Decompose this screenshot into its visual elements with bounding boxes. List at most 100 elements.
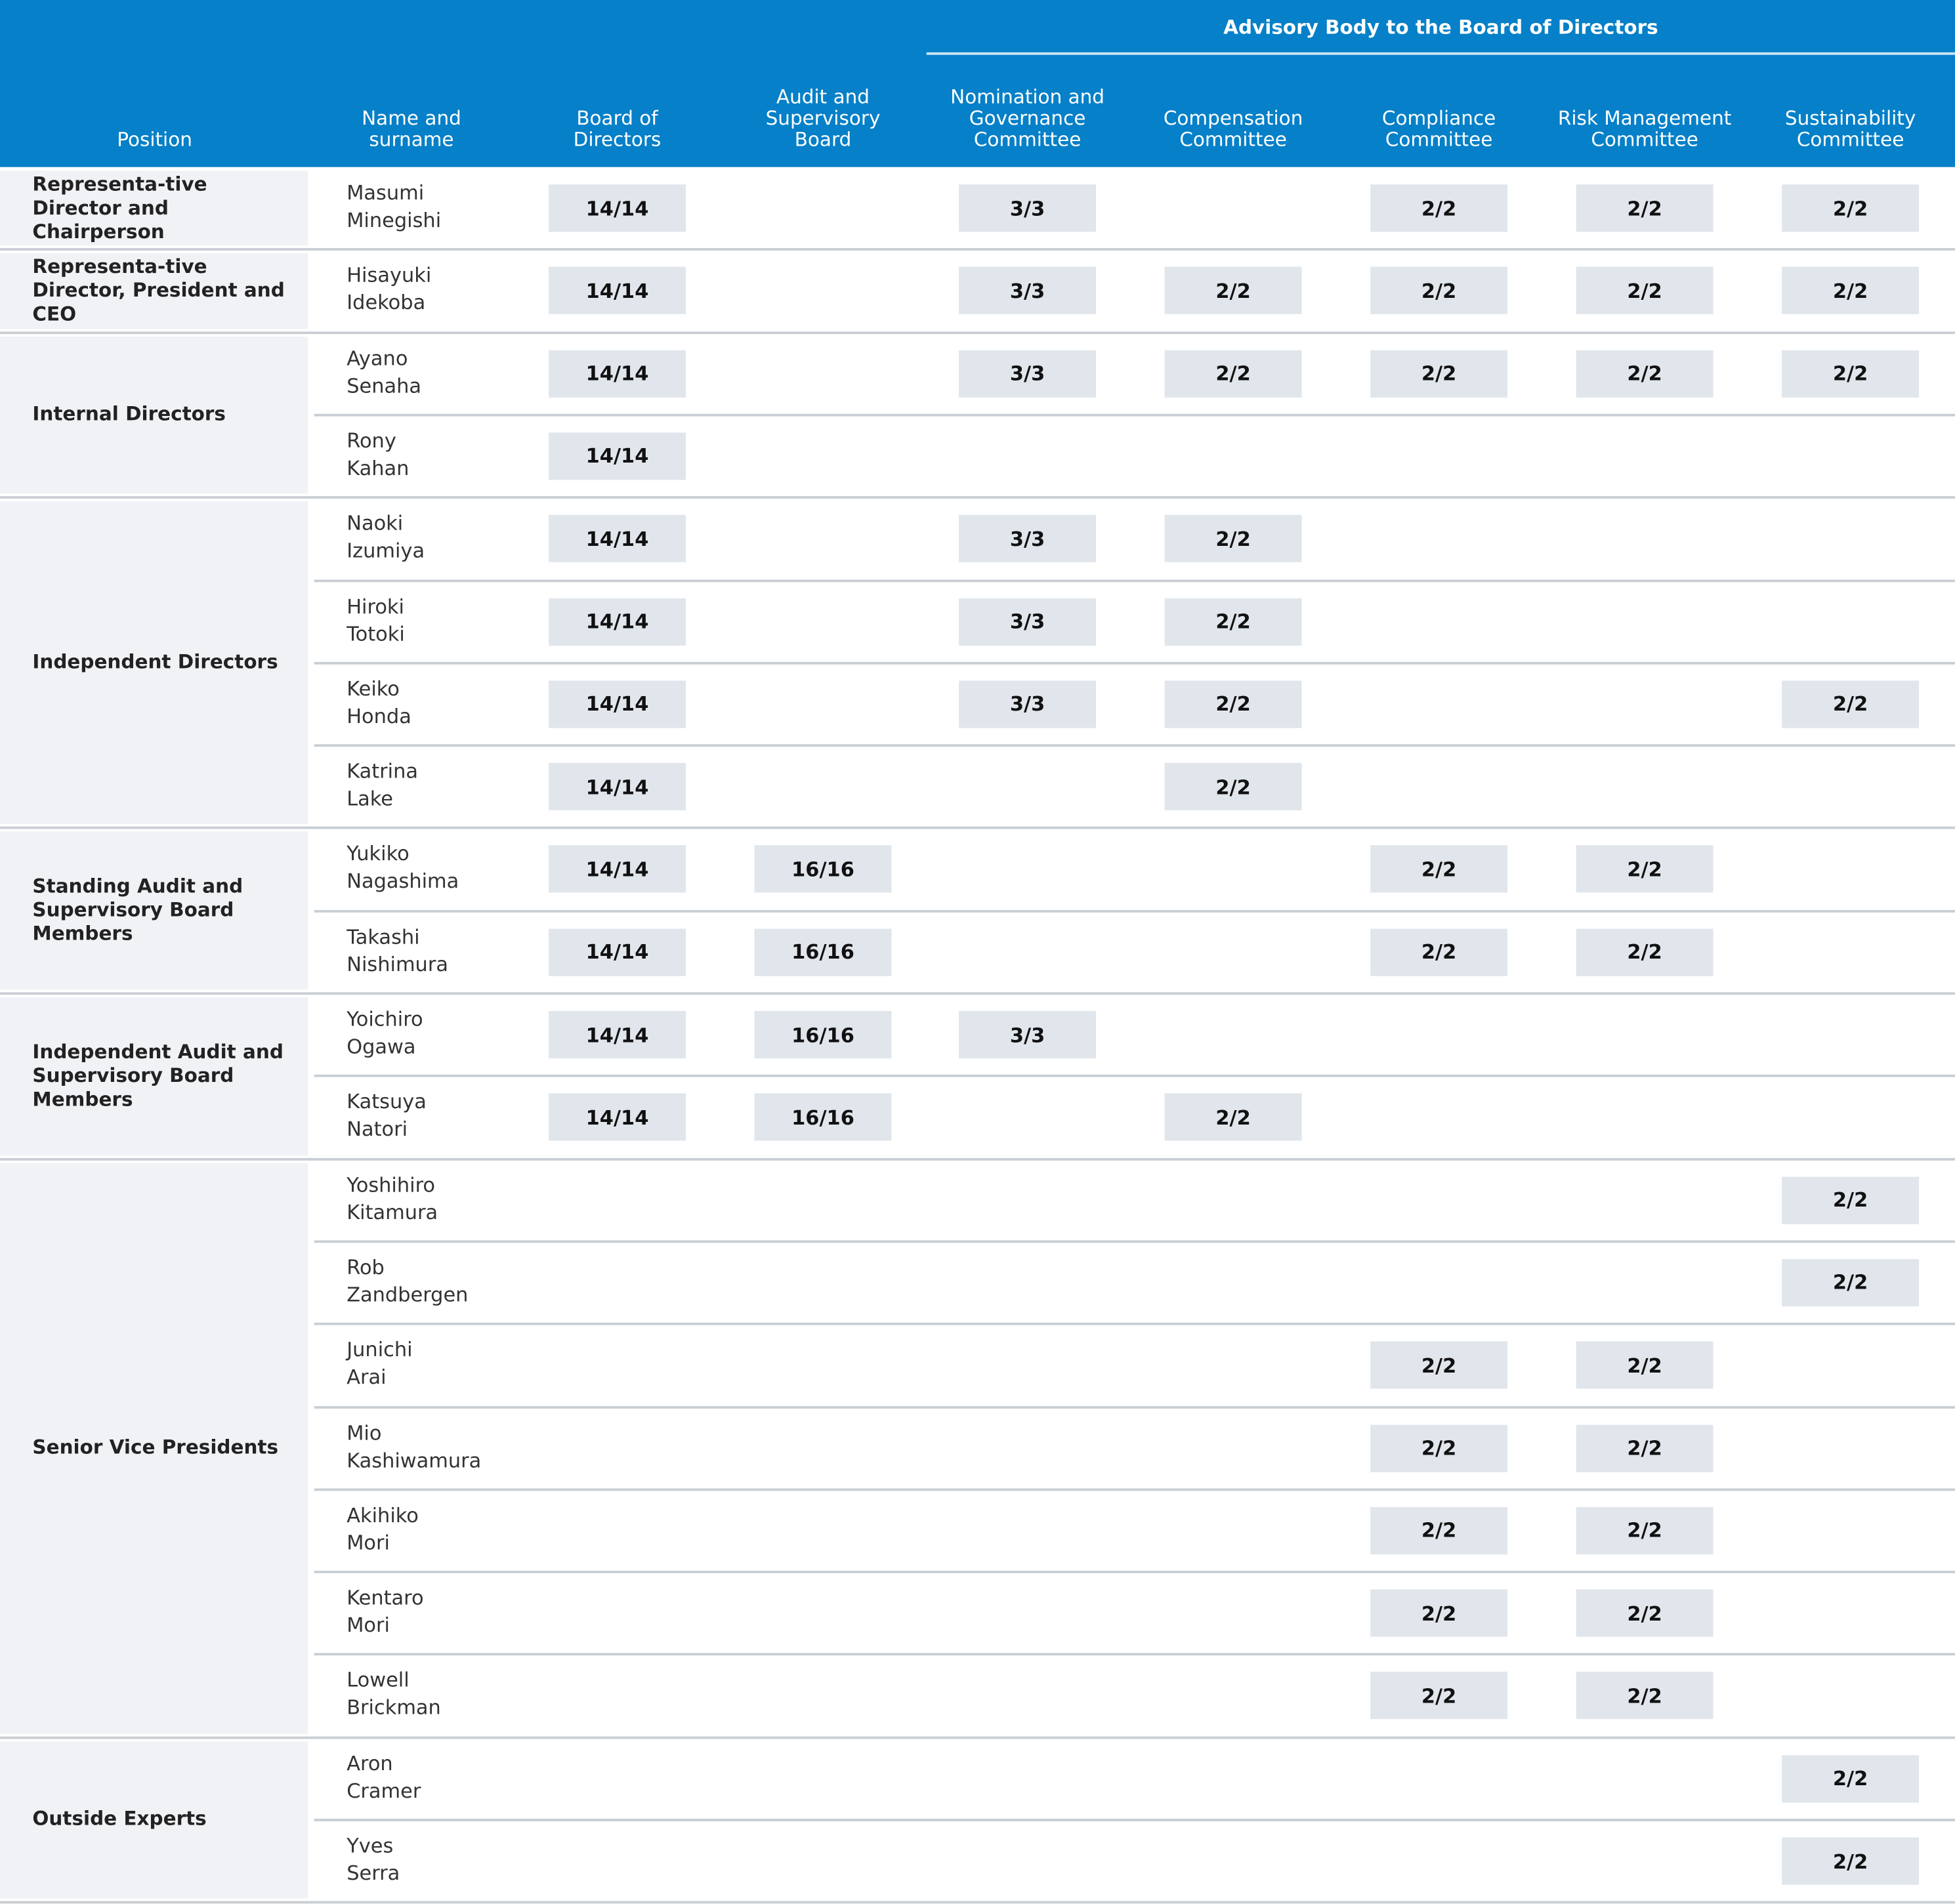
row-separator [314, 1488, 1955, 1491]
column-header: Compliance Committee [1381, 107, 1496, 151]
attendance-cell: 2/2 [1164, 1093, 1302, 1142]
column-header: Audit and Supervisory Board [765, 86, 881, 151]
attendance-cell: 2/2 [1370, 1672, 1508, 1720]
attendance-cell: 3/3 [959, 184, 1097, 232]
attendance-cell: 14/14 [549, 432, 686, 480]
row-separator [314, 1819, 1955, 1821]
attendance-cell: 2/2 [1164, 515, 1302, 563]
row-separator [314, 1405, 1955, 1409]
group-separator [0, 496, 1955, 499]
row-separator [314, 1571, 1955, 1573]
attendance-cell: 3/3 [959, 680, 1097, 728]
header-divider [926, 52, 1955, 54]
row-separator [314, 413, 1955, 417]
position-cell: Outside Experts [0, 1741, 308, 1899]
column-header: Position [117, 128, 192, 151]
attendance-cell: 2/2 [1782, 267, 1920, 315]
attendance-cell: 2/2 [1164, 598, 1302, 646]
attendance-cell: 2/2 [1164, 762, 1302, 811]
member-name: Kentaro Mori [347, 1585, 424, 1637]
member-name: Naoki Izumiya [347, 511, 425, 563]
attendance-cell: 16/16 [754, 1093, 892, 1142]
attendance-cell: 14/14 [549, 845, 686, 894]
member-name: Junichi Arai [347, 1338, 413, 1389]
attendance-cell: 2/2 [1164, 680, 1302, 728]
attendance-cell: 16/16 [754, 1010, 892, 1059]
row-separator [314, 1653, 1955, 1656]
member-name: Yoshihiro Kitamura [347, 1172, 438, 1224]
attendance-cell: 14/14 [549, 515, 686, 563]
attendance-cell: 2/2 [1576, 845, 1713, 894]
member-name: Takashi Nishimura [347, 924, 448, 976]
position-cell: Senior Vice Presidents [0, 1162, 308, 1734]
attendance-cell: 3/3 [959, 598, 1097, 646]
attendance-cell: 2/2 [1576, 1341, 1713, 1389]
row-separator [314, 661, 1955, 665]
attendance-cell: 2/2 [1370, 1424, 1508, 1472]
attendance-cell: 2/2 [1782, 1754, 1920, 1802]
member-name: Rony Kahan [347, 428, 410, 480]
advisory-heading: Advisory Body to the Board of Directors [1223, 15, 1658, 38]
attendance-cell: 14/14 [549, 350, 686, 398]
column-header: Name and surname [362, 107, 461, 151]
column-header: Board of Directors [573, 107, 662, 151]
group-separator [0, 827, 1955, 830]
attendance-cell: 14/14 [549, 598, 686, 646]
row-separator [314, 1075, 1955, 1078]
attendance-cell: 2/2 [1370, 1589, 1508, 1637]
attendance-cell: 2/2 [1782, 1176, 1920, 1224]
row-separator [314, 1323, 1955, 1326]
row-separator [314, 909, 1955, 913]
column-header: Risk Management Committee [1557, 107, 1732, 151]
member-name: Lowell Brickman [347, 1668, 441, 1720]
attendance-cell: 14/14 [549, 680, 686, 728]
row-separator [314, 579, 1955, 582]
member-name: Yoichiro Ogawa [347, 1007, 423, 1059]
attendance-cell: 2/2 [1782, 1837, 1920, 1885]
attendance-cell: 2/2 [1782, 350, 1920, 398]
position-cell: Standing Audit and Supervisory Board Mem… [0, 832, 308, 990]
attendance-cell: 2/2 [1164, 350, 1302, 398]
attendance-cell: 16/16 [754, 845, 892, 894]
attendance-cell: 2/2 [1370, 184, 1508, 232]
attendance-cell: 3/3 [959, 350, 1097, 398]
member-name: Katrina Lake [347, 759, 419, 811]
row-separator [314, 1240, 1955, 1243]
attendance-cell: 2/2 [1576, 184, 1713, 232]
attendance-cell: 2/2 [1370, 1506, 1508, 1554]
member-name: Mio Kashiwamura [347, 1420, 482, 1472]
attendance-cell: 14/14 [549, 928, 686, 976]
attendance-cell: 2/2 [1576, 350, 1713, 398]
attendance-cell: 3/3 [959, 267, 1097, 315]
attendance-cell: 2/2 [1370, 1341, 1508, 1389]
attendance-cell: 14/14 [549, 1010, 686, 1059]
member-name: Keiko Honda [347, 676, 411, 728]
member-name: Katsuya Natori [347, 1090, 427, 1142]
attendance-cell: 2/2 [1370, 350, 1508, 398]
attendance-cell: 16/16 [754, 928, 892, 976]
group-separator [0, 248, 1955, 251]
column-header: Compensation Committee [1163, 107, 1303, 151]
group-separator [0, 331, 1955, 334]
member-name: Aron Cramer [347, 1750, 421, 1802]
position-cell: Representa-tive Director and Chairperson [0, 171, 308, 246]
attendance-cell: 3/3 [959, 1010, 1097, 1059]
member-name: Yves Serra [347, 1833, 400, 1885]
column-header: Nomination and Governance Committee [950, 86, 1105, 151]
attendance-cell: 2/2 [1370, 928, 1508, 976]
member-name: Akihiko Mori [347, 1503, 419, 1554]
attendance-cell: 2/2 [1370, 845, 1508, 894]
member-name: Ayano Senaha [347, 346, 421, 398]
group-separator [0, 1157, 1955, 1161]
group-separator [0, 1736, 1955, 1739]
member-name: Rob Zandbergen [347, 1255, 469, 1306]
member-name: Masumi Minegishi [347, 180, 442, 232]
attendance-cell: 2/2 [1782, 184, 1920, 232]
attendance-cell: 2/2 [1782, 1258, 1920, 1306]
attendance-cell: 2/2 [1370, 267, 1508, 315]
group-separator [0, 992, 1955, 995]
attendance-cell: 3/3 [959, 515, 1097, 563]
attendance-cell: 2/2 [1576, 928, 1713, 976]
